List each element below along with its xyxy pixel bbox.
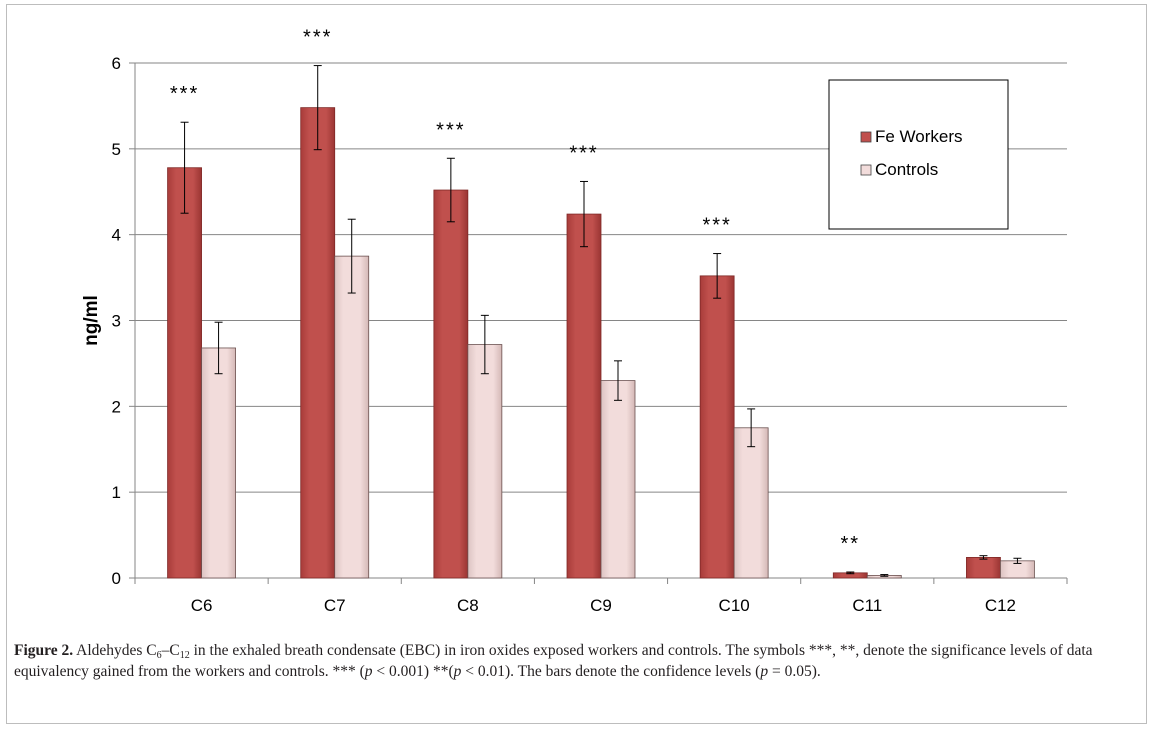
caption-text-6: = 0.05).: [768, 663, 821, 680]
caption-p-1: p: [364, 663, 373, 680]
bar-controls: [733, 427, 769, 579]
y-tick-label: 1: [112, 483, 121, 502]
figure-caption: Figure 2. Aldehydes C6–C12 in the exhale…: [14, 640, 1142, 682]
bar-fe-workers: [699, 275, 735, 579]
caption-text-5: < 0.01). The bars denote the confidence …: [461, 663, 761, 680]
legend-label: Controls: [875, 160, 938, 179]
caption-sub-2: 12: [179, 650, 190, 661]
significance-marker: ***: [702, 215, 731, 237]
significance-marker: ***: [569, 142, 598, 164]
caption-p-2: p: [453, 663, 462, 680]
category-label: C8: [457, 596, 479, 615]
significance-marker: ***: [436, 119, 465, 141]
legend: Fe Workers Controls: [828, 79, 1009, 230]
y-tick-label: 5: [112, 140, 121, 159]
figure-frame: 0 1 2 3 4 5 6 ng/ml C6 C7 C8 C9 C10 C11 C12 *** *** *** **…: [6, 4, 1147, 724]
legend-box: [828, 79, 1009, 230]
caption-label: Figure 2.: [14, 642, 74, 659]
y-tick-label: 3: [112, 312, 121, 331]
category-label: C7: [324, 596, 346, 615]
significance-marker: ***: [170, 83, 199, 105]
significance-marker: ***: [303, 27, 332, 49]
legend-swatch: [860, 131, 872, 143]
caption-sub-1: 6: [156, 650, 162, 661]
y-tick-label: 0: [112, 569, 121, 588]
bar-fe-workers: [167, 167, 202, 579]
significance-marker: **: [840, 533, 860, 555]
category-label: C10: [719, 596, 750, 615]
bar-fe-workers: [566, 213, 602, 579]
y-axis-label: ng/ml: [81, 295, 102, 346]
bar-controls: [467, 344, 503, 579]
category-label: C6: [191, 596, 213, 615]
caption-p-3: p: [760, 663, 769, 680]
bar-controls: [600, 380, 636, 579]
bar-controls: [201, 347, 236, 579]
caption-text-1: Aldehydes C: [73, 642, 157, 659]
legend-swatch: [860, 164, 872, 176]
bar-fe-workers: [300, 107, 336, 579]
category-label: C9: [590, 596, 612, 615]
bar-controls: [334, 255, 370, 579]
caption-text-2: –C: [161, 642, 180, 659]
y-tick-label: 2: [112, 397, 121, 416]
category-label: C12: [985, 596, 1016, 615]
y-tick-label: 4: [112, 226, 121, 245]
legend-label: Fe Workers: [875, 127, 963, 146]
y-tick-label: 6: [112, 54, 121, 73]
category-label: C11: [852, 596, 882, 615]
bar-fe-workers: [966, 557, 1001, 579]
bar-fe-workers: [433, 189, 469, 579]
caption-text-3: in the exhaled breath condensate (EBC) i…: [14, 642, 1093, 680]
caption-text-4: < 0.001) **(: [372, 663, 454, 680]
